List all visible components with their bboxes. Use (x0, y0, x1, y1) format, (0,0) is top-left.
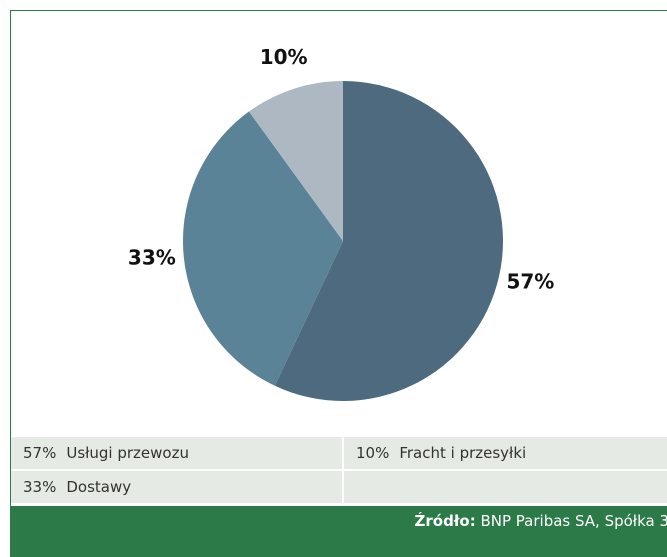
legend-label: Fracht i przesyłki (399, 444, 527, 462)
frame (10, 10, 667, 557)
legend-empty (344, 471, 667, 503)
source: Źródło: BNP Paribas SA, Spółka 3 (415, 512, 667, 530)
legend-label: Dostawy (66, 478, 132, 496)
legend-value: 10% (356, 444, 390, 462)
legend-item: 10% Fracht i przesyłki (344, 437, 667, 469)
slice-label: 10% (260, 45, 308, 69)
slice-label: 57% (506, 269, 554, 293)
source-label: Źródło: (414, 512, 476, 530)
legend-label: Usługi przewozu (66, 444, 189, 462)
pie-slice (274, 81, 503, 402)
source-text: BNP Paribas SA, Spółka 3 (480, 512, 667, 530)
pie-slice (183, 111, 343, 386)
footer: Źródło: BNP Paribas SA, Spółka 3 (10, 506, 667, 557)
legend-value: 57% (23, 444, 57, 462)
pie-slice (248, 81, 343, 241)
legend-value: 33% (23, 478, 57, 496)
legend-item: 57% Usługi przewozu (11, 437, 342, 469)
chart: 57% 33% 10% (128, 45, 554, 402)
slice-label: 33% (128, 246, 176, 270)
legend-item: 33% Dostawy (11, 471, 342, 503)
